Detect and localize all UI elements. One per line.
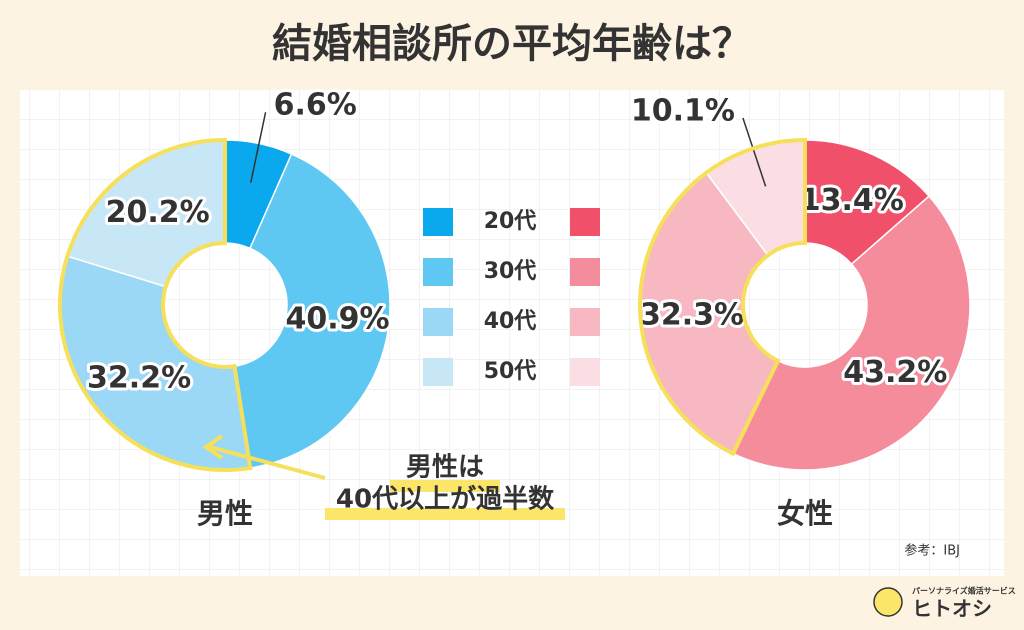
value-label: 40.9% (285, 301, 389, 336)
arrow-head (202, 434, 224, 460)
legend-swatch (570, 208, 600, 236)
legend-swatch (570, 308, 600, 336)
highlight (390, 480, 500, 492)
brand-name: ヒトオシ (912, 597, 992, 621)
legend-swatch (570, 358, 600, 386)
legend-swatch (423, 308, 453, 336)
legend-label: 40代 (484, 309, 537, 334)
arrow (209, 445, 326, 480)
legend-label: 30代 (484, 259, 537, 284)
value-label: 32.2% (87, 361, 191, 396)
legend-label: 50代 (484, 359, 537, 384)
donut-segment (233, 153, 391, 469)
donut-segment (732, 195, 971, 471)
highlight (325, 508, 565, 520)
source: 参考：IBJ (904, 543, 960, 559)
brand-tagline: パーソナライズ婚活サービス (912, 586, 1016, 596)
value-label: 32.3% (640, 297, 744, 332)
value-label: 6.6% (274, 88, 357, 123)
annotation: 40代以上が過半数 (336, 484, 555, 515)
legend-swatch (423, 358, 453, 386)
legend-swatch (570, 258, 600, 286)
highlight-outline (58, 137, 253, 472)
value-label: 10.1% (631, 94, 735, 129)
donut-segment (804, 139, 931, 266)
annotation: 男性は (406, 453, 484, 483)
highlight-outline (638, 137, 807, 457)
legend-swatch (423, 208, 453, 236)
page-title: 結婚相談所の平均年齢は？ (272, 21, 752, 67)
value-label: 43.2% (843, 355, 947, 390)
legend-swatch (423, 258, 453, 286)
chart-title: 女性 (777, 497, 833, 530)
value-label: 13.4% (800, 183, 904, 218)
leader-line (742, 117, 767, 187)
brand-icon (873, 587, 903, 617)
legend-label: 20代 (484, 209, 537, 234)
charts: 6.6% 40.9% 32.2% 20.2% 男性 13.4% 43.2% 32.3% 10.1… (58, 85, 971, 530)
chart-title: 男性 (197, 497, 253, 530)
leader-line (250, 112, 267, 183)
value-label: 20.2% (106, 195, 210, 230)
